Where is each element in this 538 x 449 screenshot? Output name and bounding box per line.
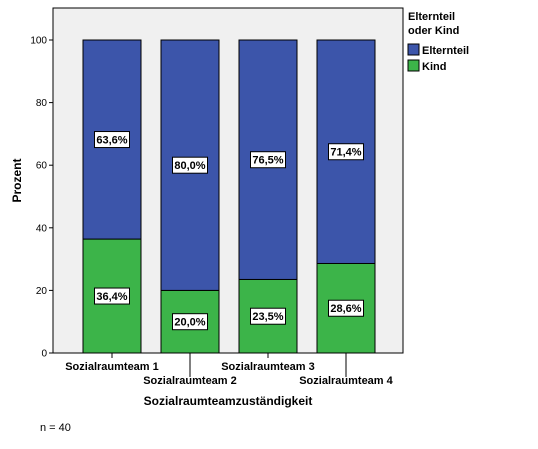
- x-axis-title: Sozialraumteamzuständigkeit: [144, 394, 313, 408]
- y-tick-label: 60: [36, 161, 48, 172]
- y-tick-label: 80: [36, 98, 48, 109]
- data-label: 20,0%: [174, 317, 205, 329]
- legend-label-kind: Kind: [422, 61, 446, 73]
- data-label-box: [94, 131, 130, 149]
- y-tick-label: 20: [36, 286, 48, 297]
- data-label-box: [172, 313, 208, 331]
- y-axis-title: Prozent: [10, 158, 24, 202]
- data-label: 76,5%: [252, 155, 283, 167]
- legend-title-line-1: Elternteil: [408, 11, 455, 23]
- data-label-box: [172, 156, 208, 174]
- y-tick-label: 100: [30, 36, 47, 47]
- x-category-label: Sozialraumteam 1: [65, 361, 159, 373]
- x-category-label: Sozialraumteam 2: [143, 375, 237, 387]
- sample-size-note: n = 40: [40, 422, 71, 434]
- data-label-box: [250, 307, 286, 325]
- data-label-box: [328, 299, 364, 317]
- data-label-box: [94, 287, 130, 305]
- data-label: 23,5%: [252, 311, 283, 323]
- y-tick-label: 40: [36, 223, 48, 234]
- x-axis-categories: Sozialraumteam 1 Sozialraumteam 2 Sozialra…: [65, 353, 394, 387]
- legend-label-elternteil: Elternteil: [422, 45, 469, 57]
- y-axis-ticks: 0 20 40 60 80 100: [30, 36, 53, 360]
- legend-title-line-2: oder Kind: [408, 25, 459, 37]
- data-label: 80,0%: [174, 160, 205, 172]
- data-label-box: [328, 143, 364, 161]
- x-category-label: Sozialraumteam 4: [299, 375, 393, 387]
- data-labels: 36,4% 63,6% 20,0% 80,0% 23,5% 76,5% 28,6% 71,4%: [94, 131, 364, 331]
- data-label: 63,6%: [96, 135, 127, 147]
- legend: Elternteil oder Kind Elternteil Kind: [407, 11, 469, 73]
- data-label-box: [250, 151, 286, 169]
- legend-swatch-kind: [407, 59, 420, 72]
- x-category-label: Sozialraumteam 3: [221, 361, 315, 373]
- legend-swatch-elternteil: [407, 43, 420, 56]
- data-label: 28,6%: [330, 303, 361, 315]
- data-label: 36,4%: [96, 291, 127, 303]
- y-tick-label: 0: [41, 349, 47, 360]
- data-label: 71,4%: [330, 147, 361, 159]
